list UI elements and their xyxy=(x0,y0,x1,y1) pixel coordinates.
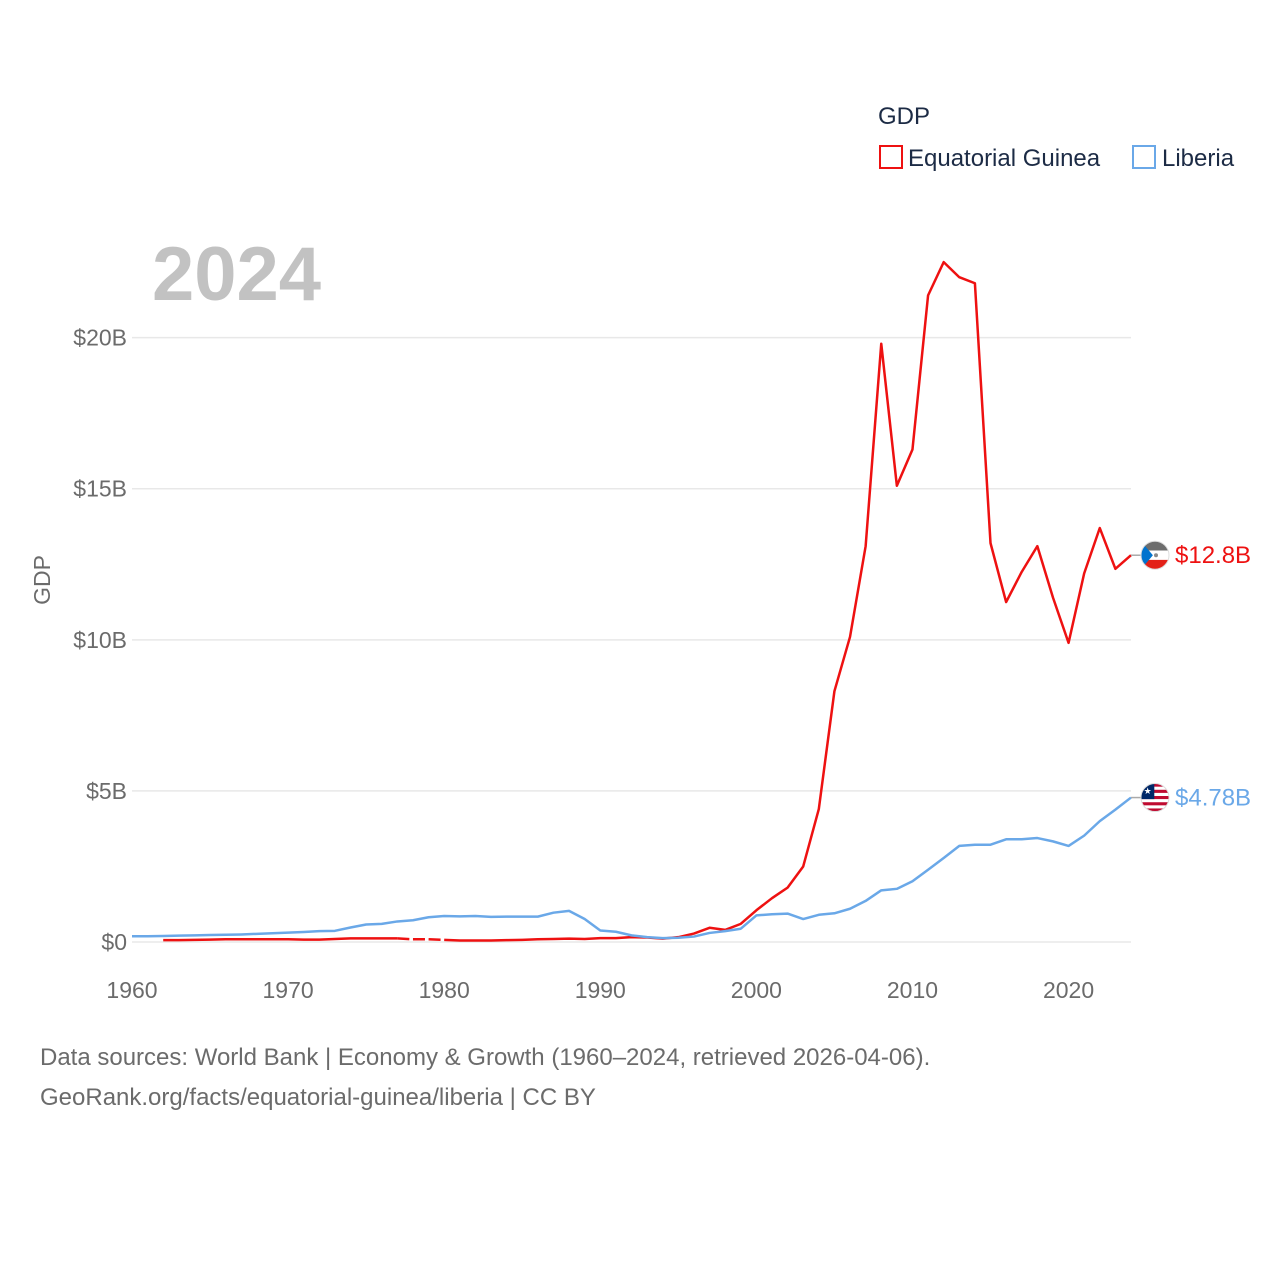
legend-title: GDP xyxy=(878,103,930,130)
liberia-flag-icon: ★ xyxy=(1140,783,1170,813)
legend-swatch xyxy=(879,145,903,169)
svg-text:★: ★ xyxy=(1144,787,1152,797)
end-value-label: $12.8B xyxy=(1175,542,1251,569)
series-line xyxy=(132,796,1132,940)
x-tick-label: 2020 xyxy=(1043,977,1094,1003)
x-tick-label: 2000 xyxy=(731,977,782,1003)
source-url-text: GeoRank.org/facts/equatorial-guinea/libe… xyxy=(40,1084,596,1111)
data-sources-text: Data sources: World Bank | Economy & Gro… xyxy=(40,1044,931,1071)
series-line xyxy=(163,260,1132,942)
year-label: 2024 xyxy=(152,232,321,317)
y-tick-label: $20B xyxy=(73,325,127,351)
legend-label: Equatorial Guinea xyxy=(908,145,1101,172)
x-tick-label: 2010 xyxy=(887,977,938,1003)
end-value-label: $4.78B xyxy=(1175,785,1251,812)
legend-label: Liberia xyxy=(1162,145,1235,172)
y-tick-label: $5B xyxy=(86,778,127,804)
legend-swatch xyxy=(1132,145,1156,169)
y-tick-label: $15B xyxy=(73,476,127,502)
y-tick-label: $0 xyxy=(101,929,127,955)
series-gap-line xyxy=(397,937,445,942)
x-tick-label: 1990 xyxy=(575,977,626,1003)
x-tick-label: 1980 xyxy=(419,977,470,1003)
x-tick-label: 1960 xyxy=(106,977,157,1003)
x-tick-label: 1970 xyxy=(263,977,314,1003)
equatorial-guinea-flag-icon xyxy=(1140,540,1170,570)
y-tick-label: $10B xyxy=(73,627,127,653)
y-axis-label: GDP xyxy=(29,555,55,605)
